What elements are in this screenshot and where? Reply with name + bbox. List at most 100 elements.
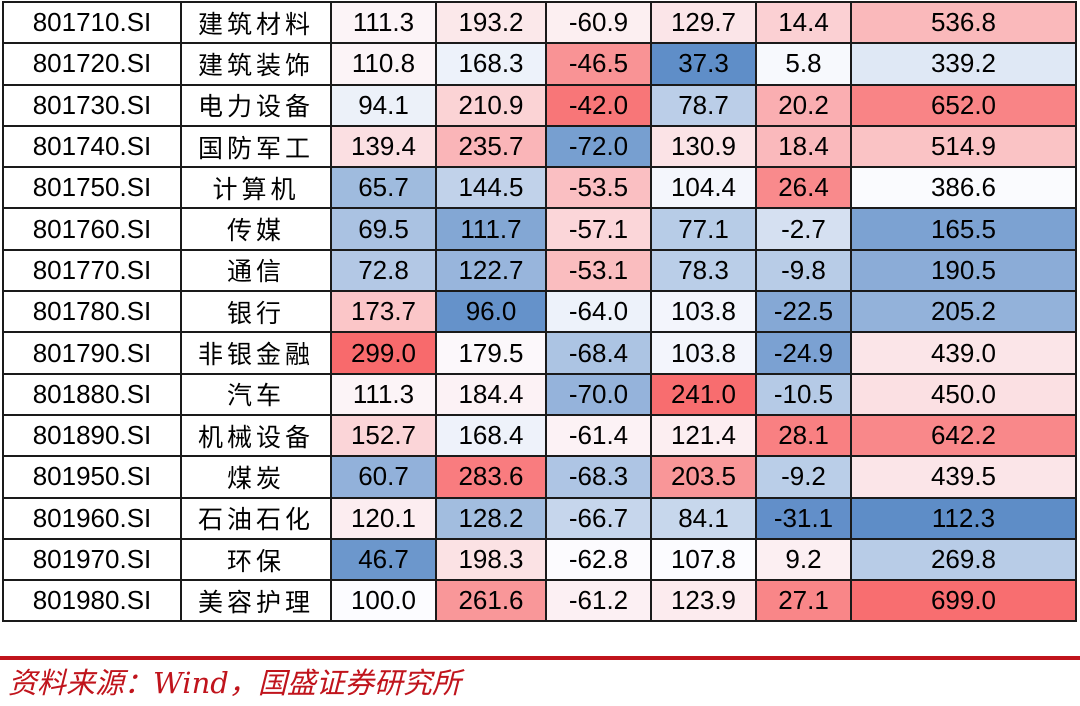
- value-cell: 536.8: [850, 0, 1077, 45]
- table-row: 801750.SI 计算机 65.7 144.5 -53.5 104.4 26.4 386.6: [2, 166, 1077, 210]
- value-cell: 9.2: [755, 537, 852, 582]
- value-cell: 144.5: [435, 166, 547, 210]
- value-cell: 210.9: [435, 83, 547, 127]
- value-cell: -68.4: [545, 331, 652, 375]
- name-cell: 计算机: [180, 166, 332, 210]
- value-cell: 165.5: [850, 207, 1077, 251]
- value-cell: 283.6: [435, 455, 547, 499]
- value-cell: 439.5: [850, 455, 1077, 499]
- name-cell: 建筑材料: [180, 0, 332, 45]
- value-cell: 65.7: [330, 166, 437, 210]
- value-cell: 78.3: [650, 248, 757, 293]
- value-cell: 27.1: [755, 579, 852, 623]
- value-cell: -68.3: [545, 455, 652, 499]
- value-cell: 77.1: [650, 207, 757, 251]
- name-cell: 银行: [180, 290, 332, 334]
- table-row: 801720.SI 建筑装饰 110.8 168.3 -46.5 37.3 5.8 339.2: [2, 42, 1077, 86]
- value-cell: 193.2: [435, 0, 547, 45]
- value-cell: 450.0: [850, 372, 1077, 416]
- source-note: 资料来源：Wind，国盛证券研究所: [8, 666, 461, 700]
- value-cell: 122.7: [435, 248, 547, 293]
- table-row: 801780.SI 银行 173.7 96.0 -64.0 103.8 -22.5 205.2: [2, 290, 1077, 334]
- name-cell: 环保: [180, 537, 332, 582]
- value-cell: 642.2: [850, 413, 1077, 458]
- value-cell: -53.5: [545, 166, 652, 210]
- name-cell: 石油石化: [180, 496, 332, 540]
- value-cell: -31.1: [755, 496, 852, 540]
- value-cell: 18.4: [755, 124, 852, 169]
- value-cell: -46.5: [545, 42, 652, 86]
- table-row: 801960.SI 石油石化 120.1 128.2 -66.7 84.1 -31.1 112…: [2, 496, 1077, 540]
- table-row: 801970.SI 环保 46.7 198.3 -62.8 107.8 9.2 269.8: [2, 537, 1077, 582]
- value-cell: 94.1: [330, 83, 437, 127]
- value-cell: -72.0: [545, 124, 652, 169]
- footer-rule: [0, 656, 1080, 660]
- value-cell: -61.2: [545, 579, 652, 623]
- value-cell: 103.8: [650, 331, 757, 375]
- name-cell: 建筑装饰: [180, 42, 332, 86]
- value-cell: 235.7: [435, 124, 547, 169]
- value-cell: -42.0: [545, 83, 652, 127]
- value-cell: 112.3: [850, 496, 1077, 540]
- table-row: 801770.SI 通信 72.8 122.7 -53.1 78.3 -9.8 190.5: [2, 248, 1077, 293]
- code-cell: 801780.SI: [2, 290, 182, 334]
- value-cell: 26.4: [755, 166, 852, 210]
- value-cell: 20.2: [755, 83, 852, 127]
- value-cell: 152.7: [330, 413, 437, 458]
- value-cell: 129.7: [650, 0, 757, 45]
- value-cell: -61.4: [545, 413, 652, 458]
- value-cell: -64.0: [545, 290, 652, 334]
- table-row: 801730.SI 电力设备 94.1 210.9 -42.0 78.7 20.2 652.0: [2, 83, 1077, 127]
- code-cell: 801790.SI: [2, 331, 182, 375]
- name-cell: 汽车: [180, 372, 332, 416]
- value-cell: 107.8: [650, 537, 757, 582]
- value-cell: 5.8: [755, 42, 852, 86]
- value-cell: 299.0: [330, 331, 437, 375]
- value-cell: 96.0: [435, 290, 547, 334]
- code-cell: 801710.SI: [2, 0, 182, 45]
- value-cell: 121.4: [650, 413, 757, 458]
- name-cell: 国防军工: [180, 124, 332, 169]
- value-cell: -22.5: [755, 290, 852, 334]
- value-cell: 168.3: [435, 42, 547, 86]
- value-cell: 69.5: [330, 207, 437, 251]
- value-cell: 514.9: [850, 124, 1077, 169]
- value-cell: 439.0: [850, 331, 1077, 375]
- table-row: 801790.SI 非银金融 299.0 179.5 -68.4 103.8 -24.9 43…: [2, 331, 1077, 375]
- name-cell: 通信: [180, 248, 332, 293]
- code-cell: 801740.SI: [2, 124, 182, 169]
- value-cell: 184.4: [435, 372, 547, 416]
- table-row: 801890.SI 机械设备 152.7 168.4 -61.4 121.4 28.1 642…: [2, 413, 1077, 458]
- table-row: 801950.SI 煤炭 60.7 283.6 -68.3 203.5 -9.2 439.5: [2, 455, 1077, 499]
- value-cell: 84.1: [650, 496, 757, 540]
- value-cell: 203.5: [650, 455, 757, 499]
- value-cell: 110.8: [330, 42, 437, 86]
- value-cell: -53.1: [545, 248, 652, 293]
- value-cell: 120.1: [330, 496, 437, 540]
- code-cell: 801720.SI: [2, 42, 182, 86]
- value-cell: -2.7: [755, 207, 852, 251]
- code-cell: 801750.SI: [2, 166, 182, 210]
- code-cell: 801770.SI: [2, 248, 182, 293]
- value-cell: -57.1: [545, 207, 652, 251]
- value-cell: 269.8: [850, 537, 1077, 582]
- value-cell: 168.4: [435, 413, 547, 458]
- value-cell: 386.6: [850, 166, 1077, 210]
- value-cell: 14.4: [755, 0, 852, 45]
- code-cell: 801880.SI: [2, 372, 182, 416]
- code-cell: 801980.SI: [2, 579, 182, 623]
- value-cell: 111.3: [330, 0, 437, 45]
- value-cell: 104.4: [650, 166, 757, 210]
- value-cell: 123.9: [650, 579, 757, 623]
- value-cell: 28.1: [755, 413, 852, 458]
- value-cell: 179.5: [435, 331, 547, 375]
- value-cell: 128.2: [435, 496, 547, 540]
- table-row: 801740.SI 国防军工 139.4 235.7 -72.0 130.9 18.4 514…: [2, 124, 1077, 169]
- value-cell: 241.0: [650, 372, 757, 416]
- value-cell: 261.6: [435, 579, 547, 623]
- value-cell: -10.5: [755, 372, 852, 416]
- code-cell: 801960.SI: [2, 496, 182, 540]
- name-cell: 非银金融: [180, 331, 332, 375]
- code-cell: 801970.SI: [2, 537, 182, 582]
- name-cell: 美容护理: [180, 579, 332, 623]
